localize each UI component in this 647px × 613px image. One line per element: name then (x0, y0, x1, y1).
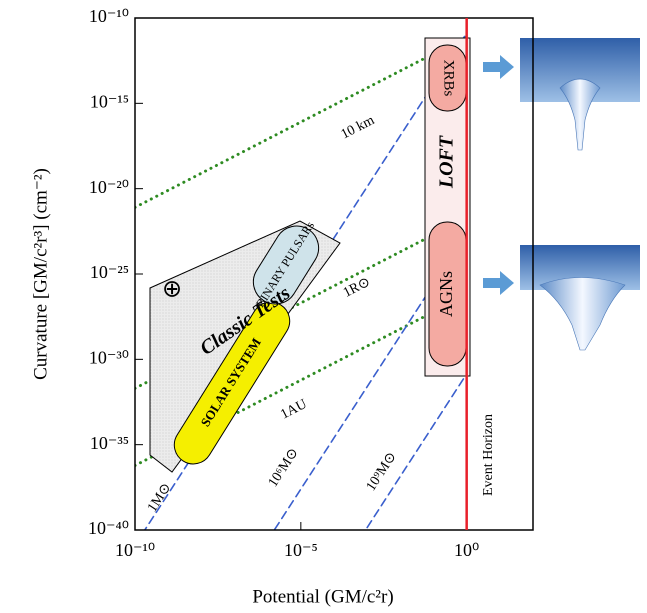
event-horizon-label: Event Horizon (481, 414, 496, 496)
solar-system-region (173, 301, 291, 465)
series-label: 10 km (339, 113, 377, 142)
series-line (135, 35, 469, 209)
curved-space-funnel (559, 78, 601, 151)
y-tick-label: 10⁻³⁵ (90, 433, 129, 453)
x-tick-label: 10⁰ (454, 540, 479, 560)
y-axis-label: Curvature [GM/c²r³] (cm⁻²) (30, 168, 51, 380)
annotation: AGNs (436, 271, 456, 317)
annotation: XRBs (441, 60, 457, 97)
binary-pulsars-region (252, 225, 320, 305)
curved-space-sheet (520, 38, 640, 102)
annotation: ⊕ (162, 277, 182, 303)
x-tick-label: 10⁻⁵ (284, 540, 318, 560)
arrow (483, 55, 514, 79)
series-label: 10⁶M⊙ (266, 446, 302, 490)
curved-space-funnel (539, 277, 626, 351)
y-tick-label: 10⁻¹⁵ (90, 91, 129, 111)
illustrations (483, 38, 640, 351)
y-tick-label: 10⁻¹⁰ (89, 6, 129, 26)
arrow (483, 271, 514, 295)
series-label: 10⁹M⊙ (364, 450, 400, 494)
regions (149, 37, 471, 473)
series-line (366, 373, 468, 529)
x-tick-label: 10⁻¹⁰ (115, 540, 155, 560)
series-label: 1AU (278, 397, 309, 423)
y-tick-label: 10⁻³⁰ (89, 347, 129, 367)
y-tick-label: 10⁻⁴⁰ (88, 518, 129, 538)
series-label: 1M⊙ (145, 481, 175, 515)
curved-space-sheet (520, 245, 640, 290)
y-tick-label: 10⁻²⁵ (90, 262, 129, 282)
x-axis-label: Potential (GM/c²r) (252, 586, 393, 607)
y-tick-label: 10⁻²⁰ (89, 177, 129, 197)
annotation: LOFT (436, 135, 458, 189)
